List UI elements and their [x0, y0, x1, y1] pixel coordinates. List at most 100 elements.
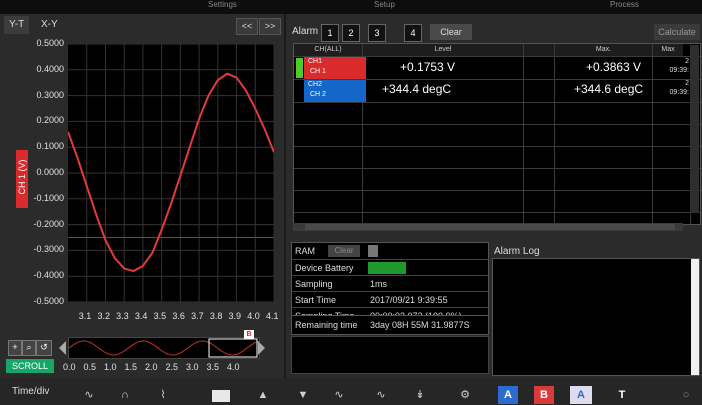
sampling-label: Sampling — [295, 279, 333, 289]
stop-icon[interactable] — [212, 390, 230, 402]
column-header-max: Max. — [555, 44, 652, 56]
y-tick-label: -0.1000 — [33, 192, 64, 203]
x-tick-label: 3.7 — [191, 311, 204, 321]
overview-tick-label: 0.5 — [83, 362, 97, 372]
table-vertical-scrollbar[interactable] — [690, 45, 699, 213]
y-tick-label: 0.4000 — [36, 63, 64, 74]
menu-settings[interactable]: Settings — [208, 0, 237, 9]
start-time-value: 2017/09/21 9:39:55 — [370, 295, 448, 305]
y-tick-label: 0.1000 — [36, 141, 64, 152]
channel-1-max-time: 09:39: — [669, 67, 689, 74]
overview-tick-label: 4.0 — [227, 362, 240, 372]
time-expand-icon[interactable]: ⌇ — [160, 389, 166, 401]
ram-row: RAM Clear — [292, 243, 488, 259]
alarm-log-list — [492, 258, 700, 376]
alarm-3-button[interactable]: 3 — [368, 24, 386, 42]
alarm-1-button[interactable]: 1 — [321, 24, 339, 42]
time-compress-icon[interactable]: ∿ — [84, 389, 94, 401]
alarm-2-button[interactable]: 2 — [342, 24, 360, 42]
cursor-b-icon[interactable]: B — [534, 386, 554, 404]
ram-indicator — [368, 245, 378, 257]
text-tool-icon[interactable]: T — [618, 389, 626, 401]
alarm-log-scrollbar[interactable] — [691, 259, 699, 375]
y-tick-label: -0.2000 — [33, 218, 64, 229]
channel-2-code: CH2 — [308, 81, 323, 88]
column-header-max-time: Max — [653, 44, 683, 56]
y-tick-label: 0.0000 — [36, 167, 64, 177]
calculate-button[interactable]: Calculate — [654, 24, 700, 40]
overview-right-arrow-icon[interactable] — [258, 341, 265, 355]
gear-icon[interactable]: ⚙ — [460, 389, 470, 401]
channel-2-level: +344.4 degC — [382, 82, 452, 96]
circle-tool-icon[interactable]: ○ — [682, 389, 690, 401]
cursor-a-icon[interactable]: A — [498, 386, 518, 404]
tab-xy[interactable]: X-Y — [41, 19, 58, 30]
channel-table: CH(ALL) Level Max. Max CH1 CH 1 +0.1753 … — [293, 43, 701, 225]
alarm-clear-button[interactable]: Clear — [430, 24, 472, 40]
move-down-icon[interactable]: ↡ — [415, 389, 425, 401]
alarm-label: Alarm — [292, 26, 319, 37]
scroll-left-button[interactable]: << — [236, 18, 258, 35]
channel-1-level: +0.1753 V — [400, 60, 456, 74]
remaining-time-label: Remaining time — [295, 320, 358, 330]
channel-2-max: +344.6 degC — [574, 82, 644, 96]
y-tick-label: -0.5000 — [33, 296, 64, 306]
series-line-ch1 — [68, 72, 274, 273]
x-tick-label: 3.1 — [78, 311, 92, 321]
overview-tick-label: 2.5 — [165, 362, 179, 372]
overview-tick-label: 2.0 — [145, 362, 158, 372]
menu-process[interactable]: Process — [610, 0, 639, 9]
overview-tick-label: 3.5 — [206, 362, 220, 372]
y-tick-label: 0.5000 — [36, 38, 64, 48]
overview-strip[interactable] — [68, 337, 260, 359]
reset-view-icon[interactable]: ↺ — [36, 340, 52, 356]
overview-wave — [69, 340, 259, 356]
x-tick-label: 3.4 — [134, 311, 148, 321]
device-battery-label: Device Battery — [295, 263, 354, 273]
x-tick-label: 4.1 — [266, 311, 279, 321]
time-default-icon[interactable]: ∩ — [121, 389, 129, 401]
waveform-plot[interactable] — [68, 44, 274, 302]
channel-1-name: CH 1 — [310, 68, 326, 75]
x-tick-label: 3.2 — [97, 311, 110, 321]
scroll-button[interactable]: SCROLL — [6, 359, 54, 373]
cursor-ab-icon[interactable]: A — [570, 386, 592, 404]
y-tick-label: -0.3000 — [33, 244, 64, 255]
amplitude-fit-icon[interactable]: ∿ — [334, 389, 344, 401]
sampling-value: 1ms — [370, 279, 388, 289]
remaining-time-row: Remaining time 3day 08H 55M 31.9877S — [291, 315, 489, 335]
add-icon[interactable]: + — [8, 340, 22, 356]
channel-1-active-indicator — [296, 58, 303, 78]
marker-b[interactable]: B — [244, 330, 254, 339]
y-tick-label: 0.3000 — [36, 89, 64, 100]
x-tick-label: 3.6 — [172, 311, 185, 321]
channel-1-cell[interactable]: CH1 CH 1 — [304, 57, 366, 79]
battery-level-bar — [368, 262, 406, 274]
wave-icon[interactable]: ∿ — [376, 389, 386, 401]
channel-1-max-day: 2 — [685, 58, 689, 65]
tab-yt[interactable]: Y-T — [4, 16, 30, 34]
column-header-channel: CH(ALL) — [294, 44, 362, 56]
channel-2-max-day: 2 — [685, 80, 689, 87]
channel-2-max-time: 09:39: — [669, 89, 689, 96]
y-axis-label-badge: CH 1 (V) — [16, 150, 28, 208]
table-horizontal-scrollbar[interactable] — [293, 223, 683, 231]
overview-view-window[interactable] — [208, 338, 258, 358]
alarm-4-button[interactable]: 4 — [404, 24, 422, 42]
ram-clear-button[interactable]: Clear — [328, 245, 360, 257]
remaining-time-value: 3day 08H 55M 31.9877S — [370, 320, 470, 330]
channel-2-cell[interactable]: CH2 CH 2 — [304, 80, 366, 102]
overview-tick-label: 1.0 — [104, 362, 117, 372]
x-tick-label: 4.0 — [247, 311, 260, 321]
column-header-level: Level — [363, 44, 523, 56]
zoom-icon[interactable]: ⌕ — [22, 340, 36, 356]
menu-setup[interactable]: Setup — [374, 0, 395, 9]
start-time-label: Start Time — [295, 295, 337, 305]
amplitude-up-icon[interactable]: ▲ — [257, 389, 269, 401]
overview-left-arrow-icon[interactable] — [59, 341, 66, 355]
overview-tick-label: 0.0 — [63, 362, 76, 372]
amplitude-down-icon[interactable]: ▼ — [297, 389, 309, 401]
scroll-right-button[interactable]: >> — [259, 18, 281, 35]
x-tick-label: 3.8 — [209, 311, 223, 321]
x-tick-label: 3.5 — [153, 311, 167, 321]
